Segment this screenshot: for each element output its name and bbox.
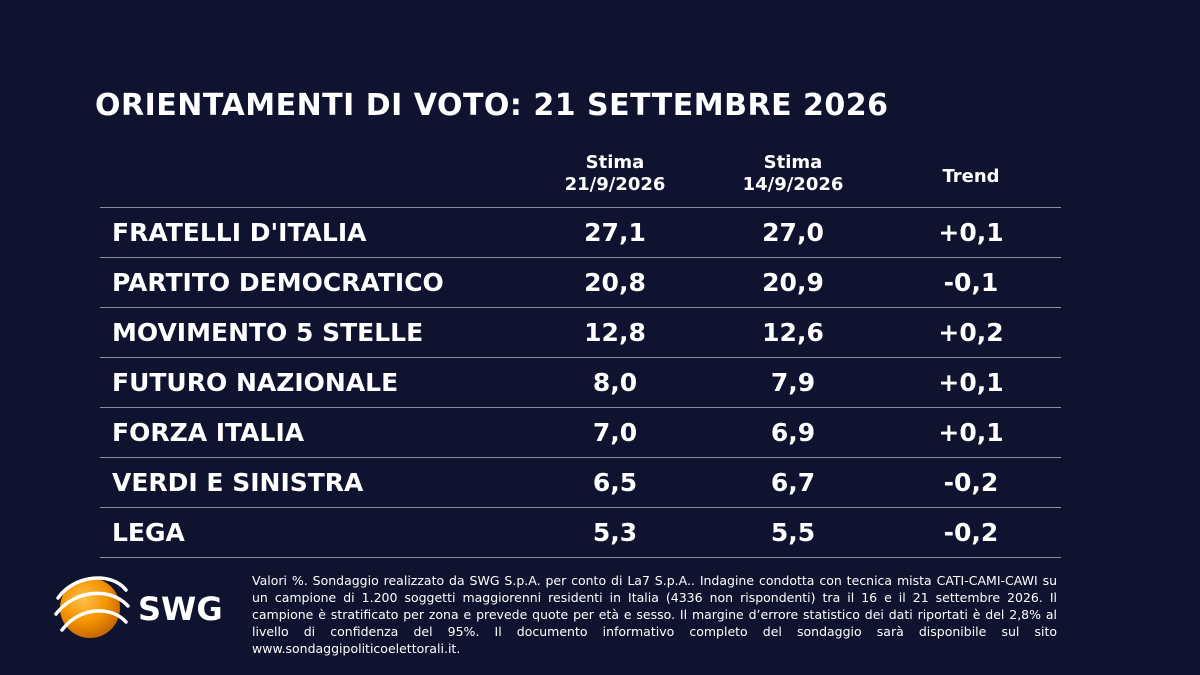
- party-name: FUTURO NAZIONALE: [112, 368, 399, 397]
- party-name: VERDI E SINISTRA: [112, 468, 364, 497]
- party-name: FORZA ITALIA: [112, 418, 305, 447]
- stima-21-9-value: 20,8: [584, 268, 646, 297]
- stima-21-9-value: 12,8: [584, 318, 646, 347]
- trend-value: +0,1: [938, 368, 1004, 397]
- page-title: ORIENTAMENTI DI VOTO: 21 SETTEMBRE 2026: [95, 88, 889, 123]
- header-date: 21/9/2026: [564, 174, 666, 195]
- stima-21-9-value: 27,1: [584, 218, 646, 247]
- table-row: LEGA 5,3 5,5 -0,2: [100, 507, 1061, 558]
- swg-logo-text: SWG: [138, 590, 223, 628]
- poll-table: Stima 21/9/2026 Stima 14/9/2026 Trend FR…: [100, 150, 1061, 558]
- table-body: FRATELLI D'ITALIA 27,1 27,0 +0,1 PARTITO DEM…: [100, 207, 1061, 558]
- header-label: Stima: [585, 152, 645, 173]
- trend-value: -0,1: [943, 268, 999, 297]
- header-stima-14-9: Stima 14/9/2026: [693, 152, 893, 196]
- stima-14-9-value: 7,9: [770, 368, 816, 397]
- table-header: Stima 21/9/2026 Stima 14/9/2026 Trend: [100, 150, 1061, 207]
- stima-21-9-value: 7,0: [592, 418, 638, 447]
- party-name: LEGA: [112, 518, 185, 547]
- stima-14-9-value: 12,6: [762, 318, 824, 347]
- stima-14-9-value: 6,7: [770, 468, 816, 497]
- table-row: FUTURO NAZIONALE 8,0 7,9 +0,1: [100, 357, 1061, 407]
- party-name: MOVIMENTO 5 STELLE: [112, 318, 424, 347]
- stima-14-9-value: 20,9: [762, 268, 824, 297]
- table-row: MOVIMENTO 5 STELLE 12,8 12,6 +0,2: [100, 307, 1061, 357]
- header-date: 14/9/2026: [742, 174, 844, 195]
- header-label: Trend: [942, 166, 1000, 187]
- stima-14-9-value: 27,0: [762, 218, 824, 247]
- stima-21-9-value: 6,5: [592, 468, 638, 497]
- stima-14-9-value: 6,9: [770, 418, 816, 447]
- trend-value: +0,1: [938, 218, 1004, 247]
- swg-logo: SWG: [54, 576, 223, 638]
- stima-21-9-value: 8,0: [592, 368, 638, 397]
- table-row: VERDI E SINISTRA 6,5 6,7 -0,2: [100, 457, 1061, 507]
- table-row: FRATELLI D'ITALIA 27,1 27,0 +0,1: [100, 207, 1061, 257]
- trend-value: +0,1: [938, 418, 1004, 447]
- party-name: PARTITO DEMOCRATICO: [112, 268, 444, 297]
- footnote: Valori %. Sondaggio realizzato da SWG S.…: [252, 573, 1057, 656]
- trend-value: +0,2: [938, 318, 1004, 347]
- trend-value: -0,2: [943, 468, 999, 497]
- party-name: FRATELLI D'ITALIA: [112, 218, 367, 247]
- trend-value: -0,2: [943, 518, 999, 547]
- table-row: FORZA ITALIA 7,0 6,9 +0,1: [100, 407, 1061, 457]
- header-trend: Trend: [871, 166, 1071, 188]
- stima-14-9-value: 5,5: [770, 518, 816, 547]
- swg-globe-icon: [54, 576, 130, 638]
- table-row: PARTITO DEMOCRATICO 20,8 20,9 -0,1: [100, 257, 1061, 307]
- stima-21-9-value: 5,3: [592, 518, 638, 547]
- header-stima-21-9: Stima 21/9/2026: [515, 152, 715, 196]
- header-label: Stima: [763, 152, 823, 173]
